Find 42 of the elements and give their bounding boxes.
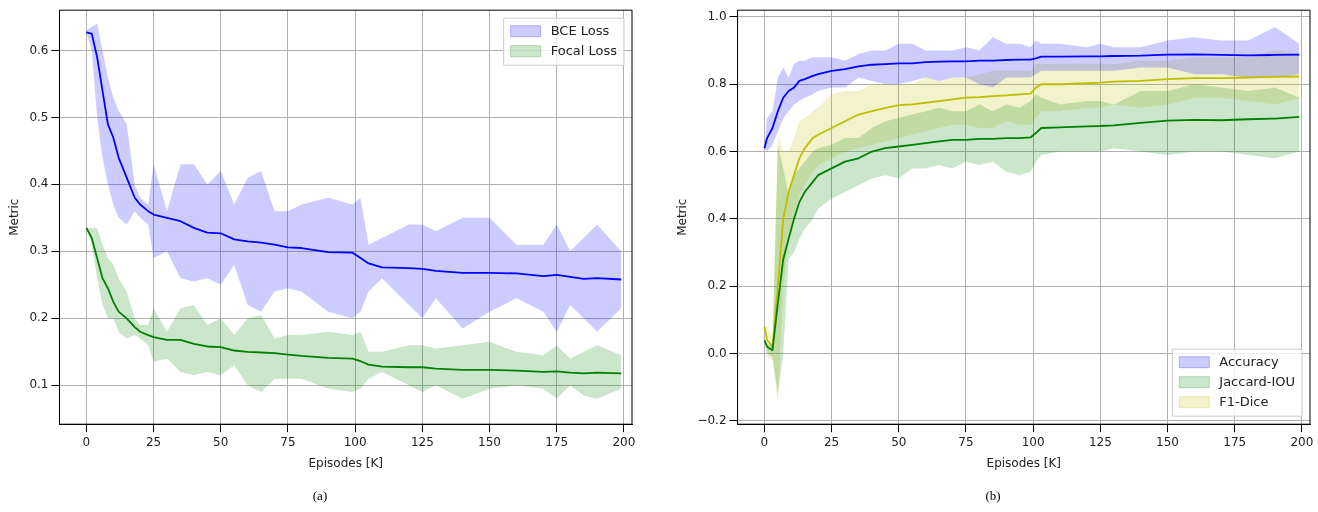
x-tick-label: 175 [1223, 434, 1247, 449]
x-tick-label: 100 [343, 434, 367, 449]
x-tick-label: 150 [1156, 434, 1180, 449]
x-tick-label: 0 [760, 434, 769, 449]
legend-label: Accuracy [1219, 354, 1279, 370]
y-tick-label: 0.4 [29, 176, 49, 191]
x-tick-label: 75 [280, 434, 296, 449]
x-tick-label: 75 [958, 434, 974, 449]
legend-label: BCE Loss [550, 23, 610, 39]
x-tick-label: 100 [1021, 434, 1045, 449]
y-tick-label: 0.4 [707, 211, 727, 226]
y-axis-title: Metric [7, 198, 22, 236]
y-tick-label: 0.3 [29, 243, 49, 258]
x-axis-title: Episodes [K] [986, 455, 1061, 470]
x-tick-label: 200 [1290, 434, 1314, 449]
y-tick-label: −0.2 [697, 412, 727, 427]
text: (a) [311, 488, 329, 504]
text: (b) [984, 488, 1002, 504]
y-tick-label: 0.2 [29, 310, 49, 325]
x-tick-label: 150 [478, 434, 501, 449]
y-tick-label: 0.1 [29, 377, 49, 392]
x-tick-label: 50 [891, 434, 907, 449]
x-tick-label: 50 [213, 434, 229, 449]
x-tick-label: 125 [1088, 434, 1112, 449]
y-tick-label: 0.6 [29, 42, 49, 57]
legend-label: F1-Dice [1219, 394, 1269, 410]
x-axis-title: Episodes [K] [308, 455, 383, 470]
y-tick-label: 0.0 [707, 345, 727, 360]
x-tick-label: 25 [145, 434, 162, 449]
x-tick-label: 25 [823, 434, 840, 449]
x-tick-label: 0 [82, 434, 91, 449]
y-axis-title: Metric [675, 198, 690, 236]
legend-label: Jaccard-IOU [1218, 374, 1295, 390]
x-tick-label: 175 [545, 434, 569, 449]
y-tick-label: 0.8 [707, 76, 727, 91]
y-tick-label: 0.6 [707, 143, 727, 158]
y-tick-label: 0.2 [707, 278, 727, 293]
x-tick-label: 125 [410, 434, 434, 449]
x-tick-label: 200 [612, 434, 636, 449]
y-tick-label: 1.0 [707, 9, 727, 24]
y-tick-label: 0.5 [29, 109, 49, 124]
legend-label: Focal Loss [550, 43, 618, 59]
